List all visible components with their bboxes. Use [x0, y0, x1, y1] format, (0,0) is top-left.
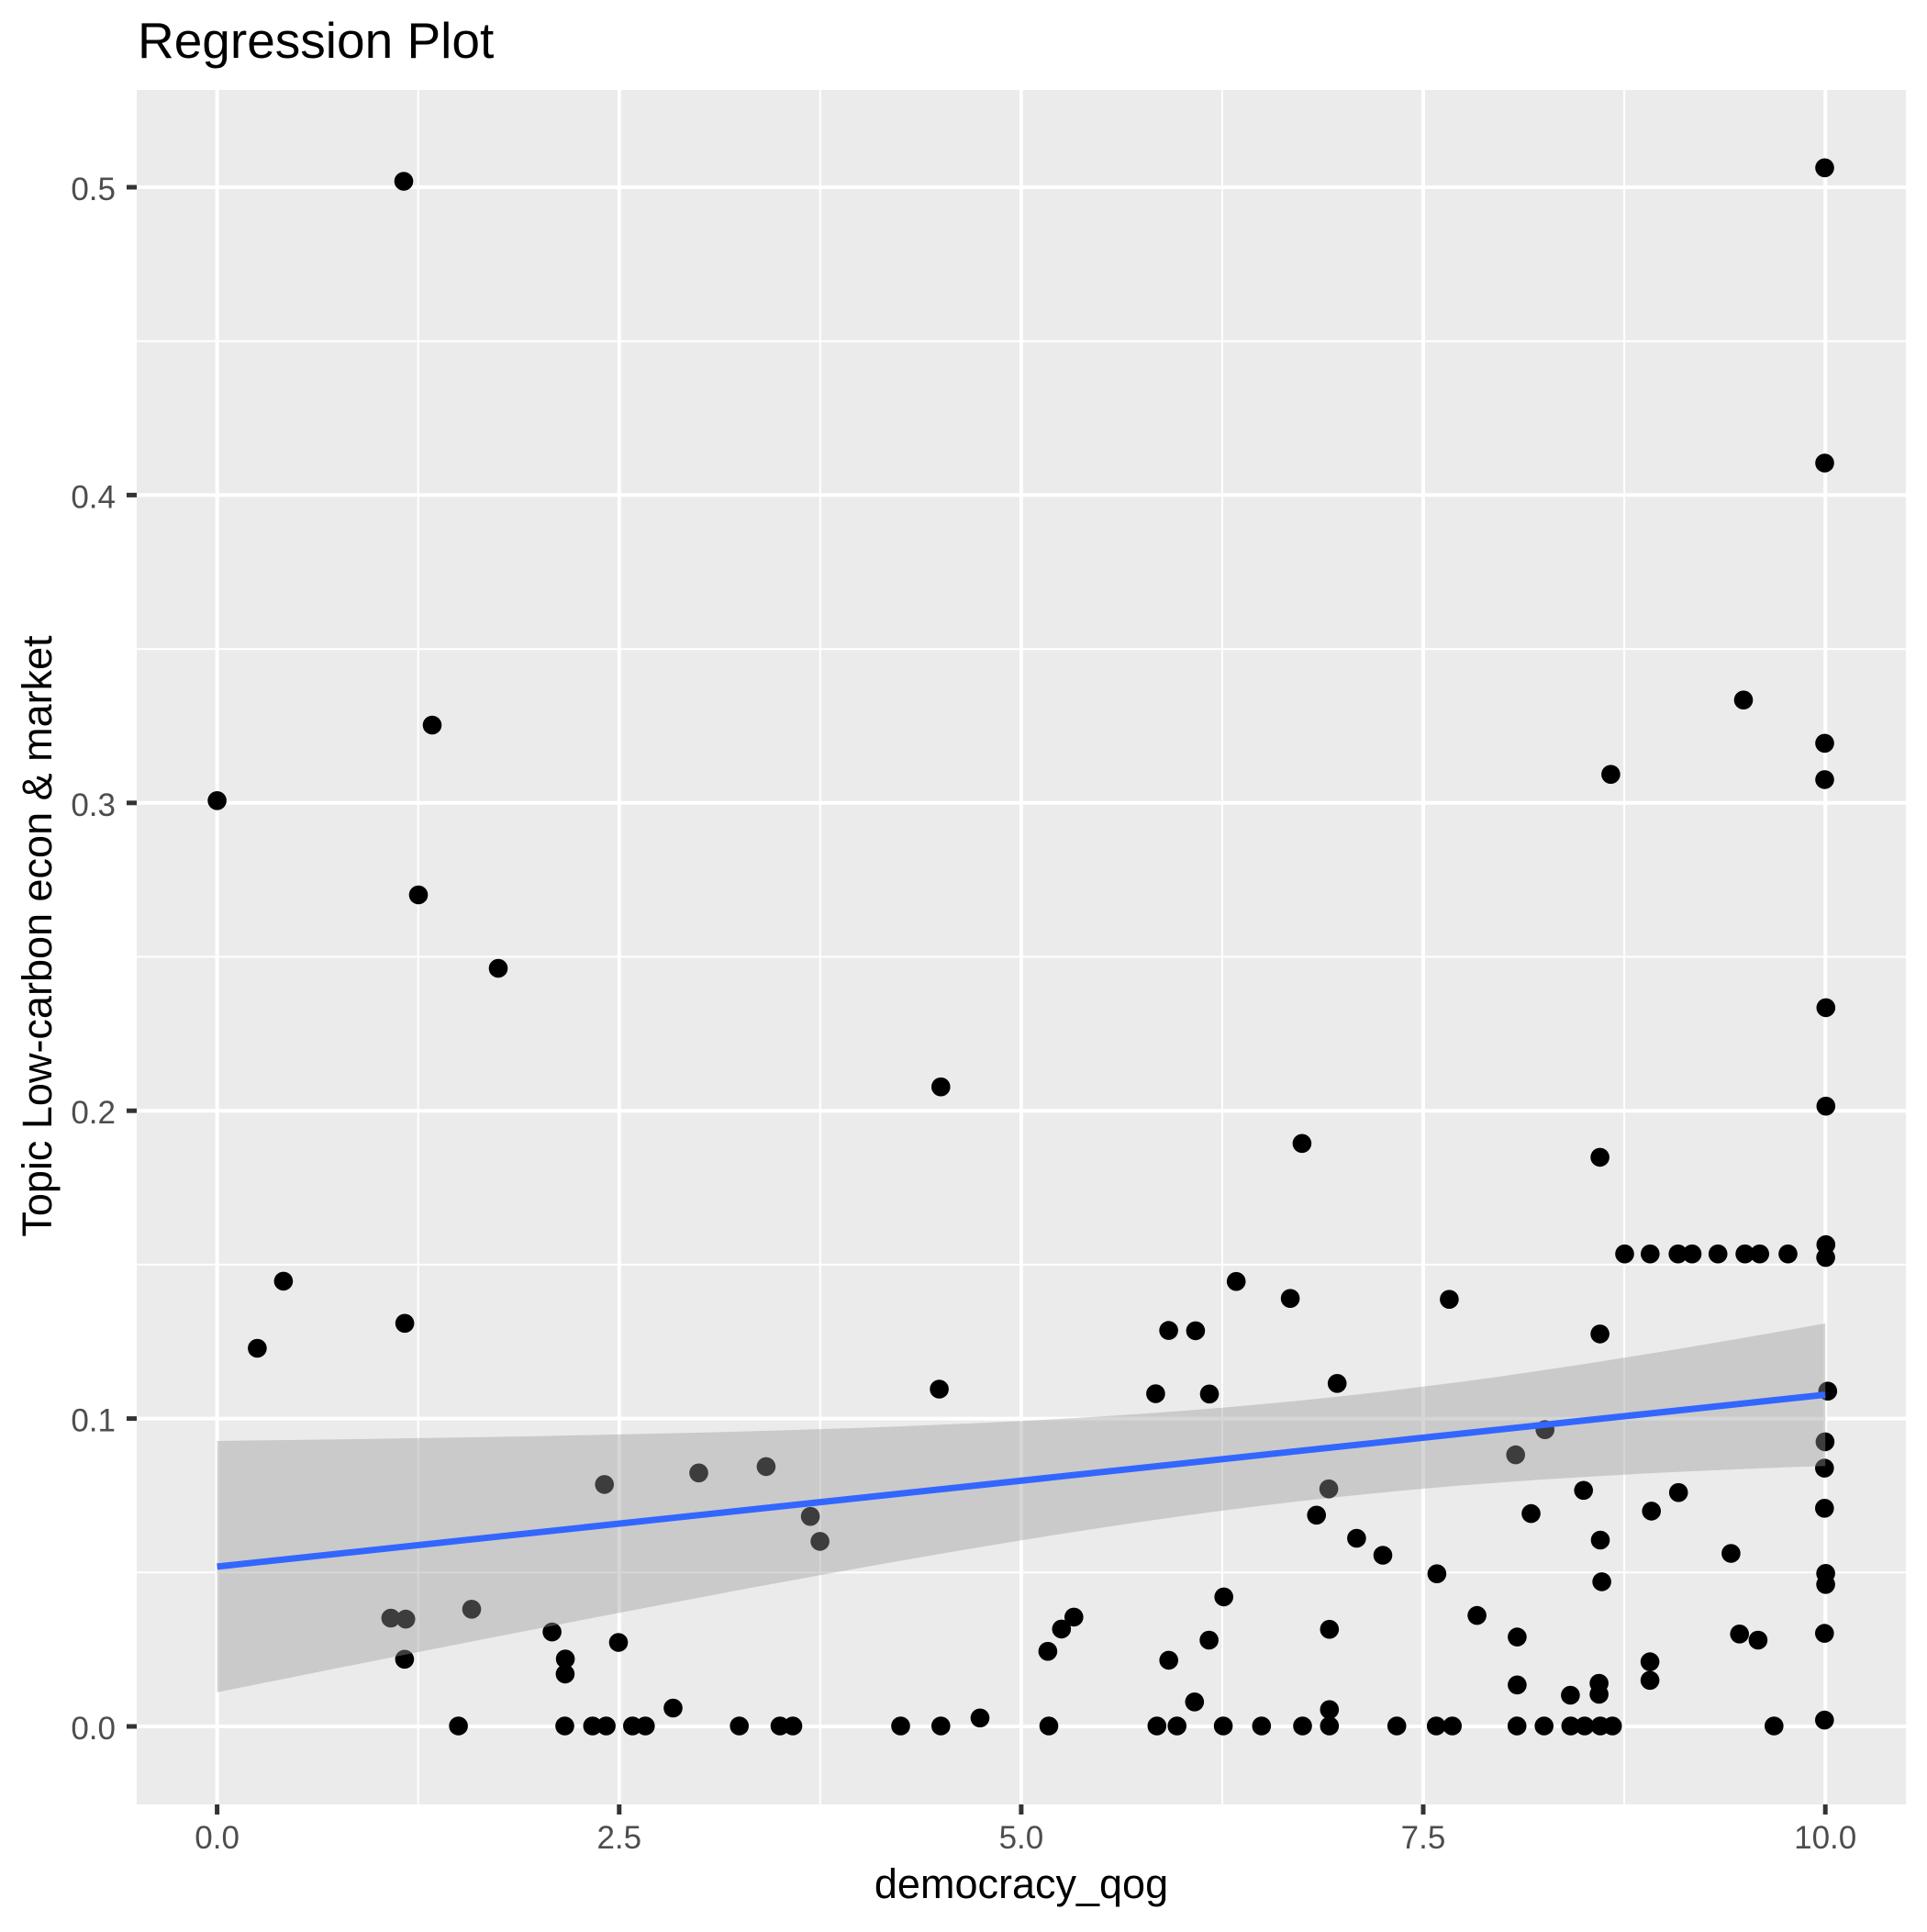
svg-text:10.0: 10.0 [1794, 1820, 1856, 1856]
svg-text:7.5: 7.5 [1401, 1820, 1446, 1856]
svg-text:Regression Plot: Regression Plot [138, 12, 494, 69]
svg-text:2.5: 2.5 [596, 1820, 641, 1856]
svg-text:Topic Low-carbon econ & market: Topic Low-carbon econ & market [14, 635, 61, 1237]
svg-text:0.1: 0.1 [71, 1403, 116, 1439]
svg-text:0.0: 0.0 [71, 1711, 116, 1747]
svg-text:0.0: 0.0 [195, 1820, 239, 1856]
svg-text:0.2: 0.2 [71, 1095, 116, 1131]
svg-text:0.4: 0.4 [71, 479, 116, 515]
svg-text:democracy_qog: democracy_qog [874, 1860, 1168, 1907]
svg-text:0.5: 0.5 [71, 172, 116, 207]
svg-text:5.0: 5.0 [999, 1820, 1044, 1856]
svg-text:0.3: 0.3 [71, 787, 116, 823]
